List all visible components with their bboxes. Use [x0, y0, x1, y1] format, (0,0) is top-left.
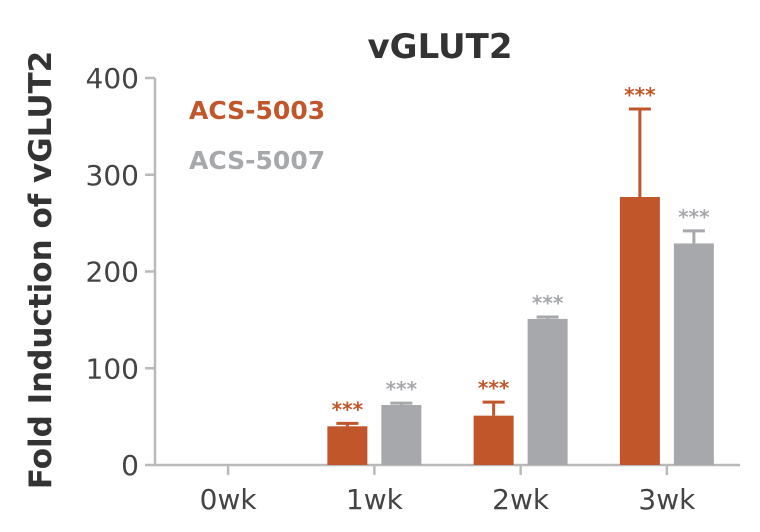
- x-tick-label: 0wk: [200, 483, 258, 516]
- chart-title: vGLUT2: [368, 27, 513, 67]
- legend: ACS-5003 ACS-5007: [189, 96, 325, 175]
- bar: [527, 318, 568, 465]
- bar: [673, 243, 714, 465]
- significance-marker: ***: [478, 376, 510, 400]
- y-tick-label: 400: [86, 62, 139, 95]
- significance-marker: ***: [532, 291, 564, 315]
- significance-marker: ***: [624, 83, 656, 107]
- significance-marker: ***: [332, 397, 364, 421]
- axis-ticks: 0 100 200 300 400 0wk 1wk 2wk 3wk: [86, 62, 697, 516]
- legend-entry: ACS-5007: [189, 146, 325, 175]
- x-tick-label: 2wk: [492, 483, 550, 516]
- bar: [619, 197, 660, 465]
- significance-marker: ***: [678, 205, 710, 229]
- y-axis-label: Fold Induction of vGLUT2: [23, 51, 59, 489]
- y-tick-label: 0: [121, 449, 139, 482]
- y-tick-label: 300: [86, 159, 139, 192]
- bars: *** *** *** *** *** ***: [327, 83, 714, 465]
- bar: [327, 426, 368, 465]
- significance-marker: ***: [386, 377, 418, 401]
- legend-entry: ACS-5003: [189, 96, 325, 125]
- x-tick-label: 3wk: [638, 483, 696, 516]
- bar: [473, 415, 514, 465]
- y-tick-label: 200: [86, 256, 139, 289]
- bar: [381, 405, 422, 465]
- x-tick-label: 1wk: [346, 483, 404, 516]
- y-tick-label: 100: [86, 352, 139, 385]
